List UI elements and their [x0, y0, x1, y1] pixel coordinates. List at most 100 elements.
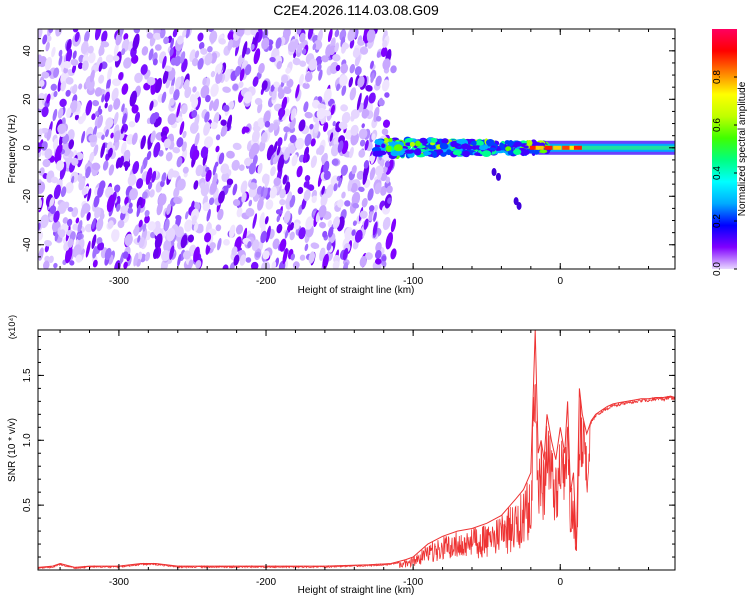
- spectrogram-signal-blob: [452, 143, 461, 147]
- spectrogram-noise-blob: [177, 253, 182, 267]
- spectrogram-noise-blob: [359, 46, 369, 55]
- spectrogram-noise-blob: [358, 186, 365, 192]
- spectrogram-noise-blob: [318, 205, 327, 218]
- spectrogram-noise-blob: [202, 202, 211, 212]
- colorbar: 0.0 0.2 0.4 0.6 0.8 Normalized spectral ampl…: [712, 29, 748, 276]
- spectrogram-noise-blob: [310, 242, 320, 249]
- spectrogram-noise-blob: [344, 200, 351, 207]
- spectrogram-noise-blob: [293, 38, 299, 50]
- spectrogram-noise-blob: [385, 232, 394, 250]
- spectrogram-noise-blob: [144, 210, 150, 217]
- spectrogram-noise-blob: [358, 149, 366, 158]
- snr-x-tick-label: -200: [256, 577, 276, 588]
- spectrogram-noise-blob: [44, 56, 53, 71]
- spectrogram-noise-blob: [272, 121, 279, 131]
- spectrogram-noise-blob: [94, 29, 102, 41]
- spectrogram-noise-blob: [248, 199, 253, 207]
- spectrogram-noise-blob: [370, 72, 375, 83]
- spectrogram-noise-blob: [120, 141, 127, 155]
- spectrogram-signal-blob: [414, 148, 422, 156]
- spectrogram-noise-blob: [304, 243, 309, 252]
- spectrogram-noise-blob: [182, 130, 187, 139]
- spectrogram-noise-blob: [98, 62, 103, 72]
- spectrogram-noise-blob: [71, 64, 77, 74]
- spectrogram-noise-blob: [60, 81, 67, 92]
- spectrogram-noise-blob: [38, 247, 44, 261]
- spectrogram-noise-blob: [107, 66, 113, 80]
- spectrogram-signal-blob: [424, 151, 432, 156]
- spectrogram-noise-blob: [155, 77, 163, 94]
- spectrogram-noise-blob: [65, 48, 73, 63]
- spectrogram-noise-blob: [113, 98, 121, 110]
- spectrogram-noise-blob: [301, 48, 307, 55]
- spectrogram-noise-blob: [338, 121, 348, 130]
- spectrogram-noise-blob: [133, 252, 139, 267]
- spectrogram-noise-blob: [113, 43, 119, 56]
- spectrogram-noise-blob: [105, 54, 114, 63]
- spectrogram-noise-blob: [173, 196, 182, 205]
- spectrogram-noise-blob: [156, 202, 163, 216]
- spectrogram-signal-blob: [513, 148, 522, 155]
- spectrogram-noise-blob: [66, 218, 73, 227]
- spectrogram-noise-blob: [53, 90, 58, 98]
- spectrogram-noise-blob: [163, 36, 170, 45]
- spectrogram-noise-blob: [222, 86, 231, 93]
- spectrogram-noise-blob: [334, 29, 340, 38]
- snr-y-tick-label: 0.5: [22, 498, 33, 512]
- spectrogram-hot-spot: [535, 145, 544, 150]
- spectrogram-noise-blob: [39, 79, 45, 87]
- spectrogram-noise-blob: [357, 39, 365, 46]
- spectrogram-noise-blob: [142, 191, 148, 200]
- spectrogram-noise-blob: [81, 60, 89, 71]
- spectrogram-noise-blob: [351, 229, 356, 236]
- spectrogram-noise-blob: [144, 251, 151, 262]
- spectrogram-noise-blob: [320, 193, 328, 207]
- snr-plot-area: [38, 330, 675, 570]
- spectrogram-noise-blob: [190, 200, 195, 210]
- spectrogram-noise-blob: [242, 126, 250, 133]
- spectrogram-noise-blob: [39, 167, 45, 176]
- spectrogram-noise-blob: [194, 132, 200, 147]
- spectrogram-noise-blob: [167, 113, 177, 125]
- spectrogram-noise-blob: [60, 186, 67, 198]
- spectrogram-noise-blob: [65, 89, 71, 97]
- spectrogram-signal-blob: [500, 143, 505, 150]
- spectrogram-hot-spot: [573, 145, 582, 150]
- spectrogram-noise-blob: [77, 220, 83, 233]
- spectrogram-noise-blob: [289, 231, 295, 241]
- spectrogram-noise-blob: [384, 161, 390, 168]
- spectrogram-noise-blob: [145, 167, 153, 185]
- spectrogram-noise-blob: [51, 46, 56, 58]
- spectrogram-noise-blob: [127, 174, 137, 187]
- spectrogram-noise-blob: [283, 126, 290, 133]
- spectrogram-noise-blob: [350, 182, 358, 193]
- spectrogram-noise-blob: [342, 247, 349, 261]
- spectrogram-noise-blob: [263, 110, 271, 124]
- spectrogram-noise-blob: [376, 51, 381, 58]
- spectrogram-noise-blob: [193, 180, 199, 190]
- spectrogram-noise-blob: [317, 29, 323, 44]
- spectrogram-noise-blob: [377, 166, 383, 181]
- colorbar-tick-label: 0.6: [712, 118, 723, 132]
- spectrogram-noise-blob: [286, 78, 294, 88]
- spectrogram-noise-blob: [115, 157, 121, 169]
- spectrogram-noise-blob: [352, 220, 357, 226]
- spectrogram-noise-blob: [226, 114, 233, 132]
- spectrogram-noise-blob: [54, 145, 61, 163]
- spectrogram-signal-blob: [429, 137, 438, 143]
- spectrogram-noise-blob: [347, 178, 353, 192]
- spectrogram-noise-blob: [337, 140, 344, 153]
- spectrogram-noise-blob: [279, 108, 284, 121]
- spectrogram-noise-blob: [91, 217, 96, 230]
- spectrogram-noise-blob: [390, 218, 397, 233]
- spectrogram-noise-blob: [58, 229, 66, 238]
- spectrogram-noise-blob: [332, 120, 336, 127]
- spectrogram-noise-blob: [141, 46, 149, 56]
- spectrogram-noise-blob: [224, 68, 231, 83]
- spectrogram-noise-blob: [252, 76, 259, 87]
- spectrogram-signal-blob: [376, 150, 387, 156]
- spectrogram-noise-blob: [259, 212, 265, 226]
- spectrogram-noise-blob: [229, 262, 235, 269]
- spectrogram-noise-blob: [88, 52, 96, 64]
- spectrogram-noise-blob: [275, 209, 283, 215]
